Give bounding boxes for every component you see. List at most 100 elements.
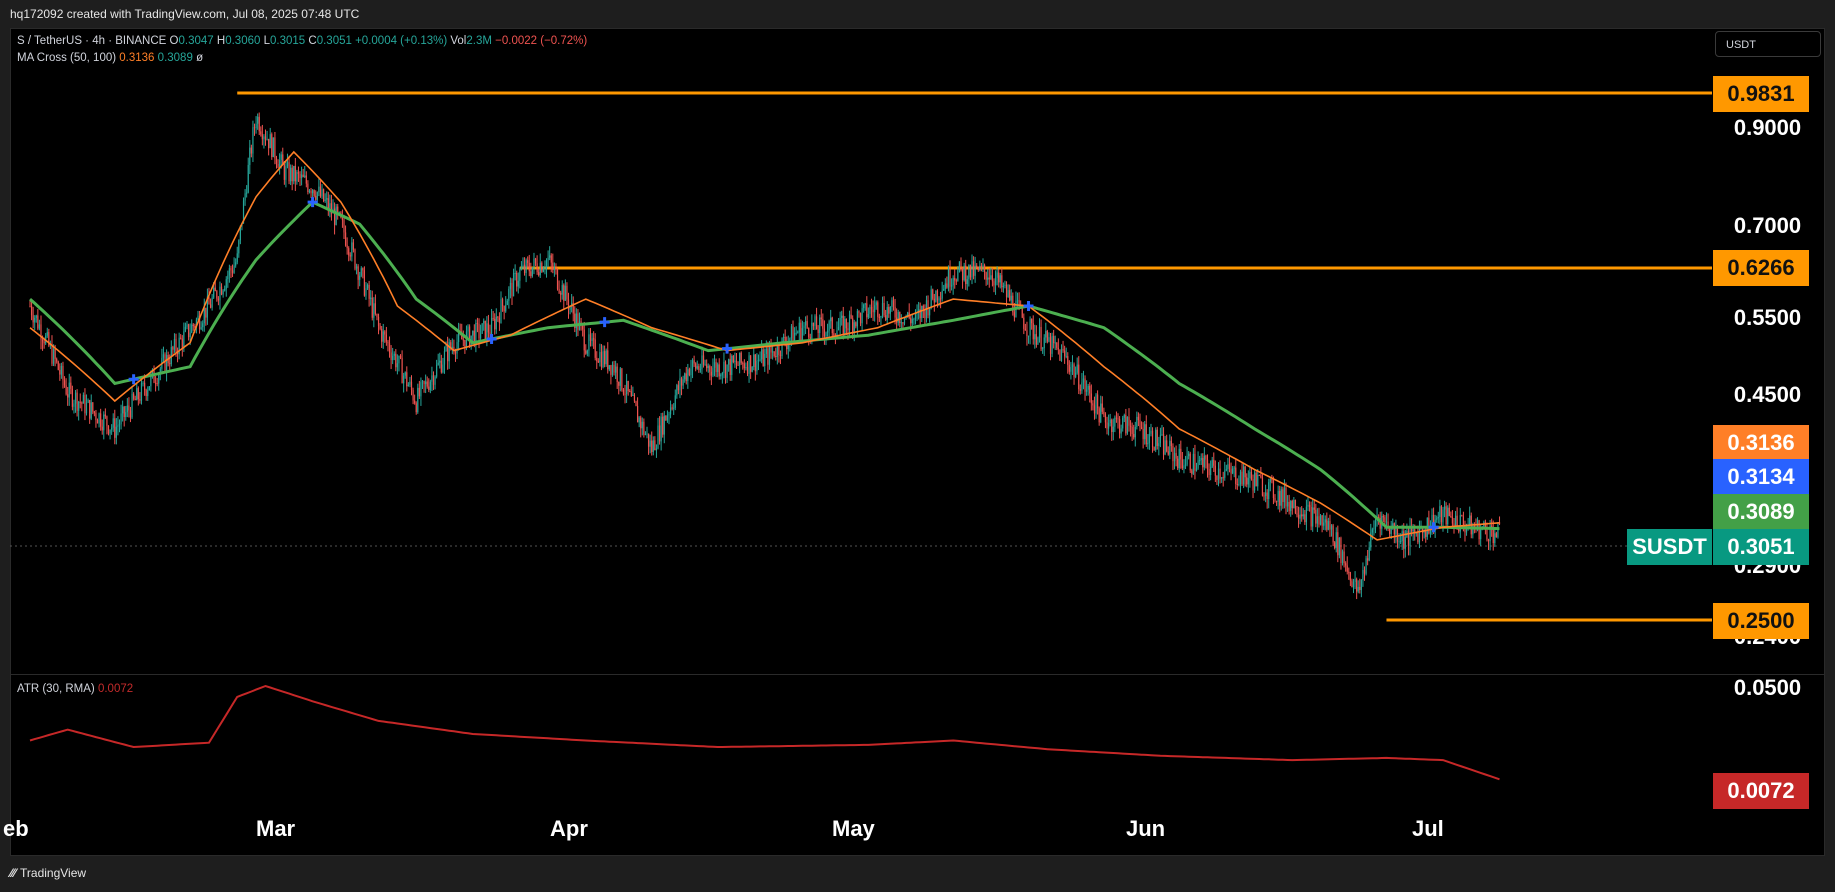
candle-body — [1296, 513, 1298, 515]
candle-body — [1191, 470, 1193, 474]
candle-body — [1400, 541, 1402, 543]
ma-legend[interactable]: MA Cross (50, 100) 0.3136 0.3089 ø — [17, 52, 203, 64]
x-tick-label: Jun — [1126, 816, 1166, 841]
candle-body — [1087, 385, 1089, 390]
candle-body — [1184, 464, 1187, 466]
chart-frame[interactable] — [10, 28, 1825, 856]
candle-body — [1076, 364, 1078, 373]
candle-body — [792, 326, 794, 344]
candle-body — [60, 365, 62, 375]
candle-body — [751, 366, 753, 372]
currency-button[interactable]: USDT — [1715, 31, 1821, 57]
candle-body — [566, 285, 568, 300]
level-mid-tag[interactable]: 0.6266 — [1713, 250, 1809, 286]
candle-body — [880, 315, 882, 318]
ma-fast-line — [29, 150, 1500, 541]
candle-body — [1213, 459, 1215, 466]
candle-body — [37, 315, 39, 329]
candle-body — [899, 312, 901, 324]
candle-body — [1219, 468, 1221, 479]
candle-body — [1484, 522, 1486, 530]
candle-body — [1009, 290, 1011, 301]
candle-body — [657, 425, 659, 449]
candle-body — [473, 330, 475, 346]
candle-body — [696, 366, 698, 369]
atr-legend[interactable]: ATR (30, RMA) 0.0072 — [17, 683, 133, 695]
candle-body — [1107, 423, 1110, 429]
level-high-tag[interactable]: 0.9831 — [1713, 76, 1809, 112]
candle-body — [784, 336, 786, 344]
candle-body — [1297, 514, 1300, 519]
candle-body — [685, 373, 687, 382]
ma-slow-tag: 0.3089 — [1713, 494, 1809, 530]
candle-body — [1029, 318, 1031, 336]
candle-body — [632, 394, 634, 396]
candle-body — [244, 193, 246, 201]
candle-body — [1252, 479, 1254, 491]
candle-body — [481, 323, 483, 334]
candle-body — [643, 421, 645, 435]
pane-separator[interactable] — [10, 674, 1825, 675]
candle-body — [71, 388, 73, 407]
candle-body — [341, 217, 344, 221]
open-value: 0.3047 — [178, 35, 214, 47]
candle-body — [1396, 528, 1399, 542]
symbol-label[interactable]: S / TetherUS · 4h · BINANCE — [17, 35, 167, 47]
candle-body — [181, 338, 183, 348]
candle-body — [717, 364, 719, 372]
candle-body — [855, 322, 857, 327]
candle-body — [582, 324, 584, 330]
candle-body — [144, 382, 146, 391]
candle-body — [754, 354, 756, 372]
candle-body — [484, 320, 486, 340]
candle-body — [492, 318, 494, 320]
candle-body — [436, 364, 438, 377]
candle-body — [1436, 518, 1438, 520]
candle-body — [1478, 520, 1480, 540]
candle-body — [390, 352, 392, 360]
candle-body — [665, 415, 667, 421]
candle-body — [1330, 525, 1333, 530]
candle-body — [1283, 487, 1286, 503]
candle-body — [322, 189, 325, 202]
candle-body — [735, 360, 738, 365]
candle-body — [362, 268, 364, 271]
candle-body — [346, 245, 348, 249]
candle-body — [1337, 532, 1339, 556]
candle-body — [888, 307, 890, 314]
candle-body — [1239, 471, 1242, 485]
ma-name: MA Cross (50, 100) — [17, 52, 117, 64]
candle-body — [219, 286, 221, 301]
candle-body — [679, 378, 681, 391]
candle-body — [333, 208, 336, 225]
candle-body — [723, 361, 725, 374]
candle-body — [1095, 394, 1097, 414]
tradingview-footer[interactable]: ⁄⁄⁄ TradingView — [10, 866, 86, 880]
candle-body — [133, 393, 135, 399]
candle-body — [1097, 394, 1099, 409]
candle-body — [983, 264, 986, 273]
candle-body — [968, 264, 970, 280]
candle-body — [558, 288, 560, 293]
candle-body — [533, 258, 535, 268]
candle-body — [721, 373, 723, 375]
candle-body — [1225, 469, 1227, 471]
candle-body — [165, 355, 168, 373]
candle-body — [1431, 514, 1433, 528]
candle-body — [830, 317, 832, 322]
candle-body — [495, 316, 497, 330]
candle-body — [1178, 448, 1180, 469]
candle-body — [699, 369, 701, 371]
candle-body — [404, 372, 406, 376]
candle-body — [1169, 440, 1171, 455]
candle-body — [1010, 295, 1012, 301]
candle-body — [545, 260, 548, 269]
candle-body — [371, 297, 373, 318]
candle-body — [550, 255, 552, 263]
level-low-tag[interactable]: 0.2500 — [1713, 603, 1809, 639]
candle-body — [326, 198, 328, 200]
candle-body — [806, 321, 808, 329]
candle-body — [781, 337, 783, 357]
candle-body — [753, 354, 755, 367]
